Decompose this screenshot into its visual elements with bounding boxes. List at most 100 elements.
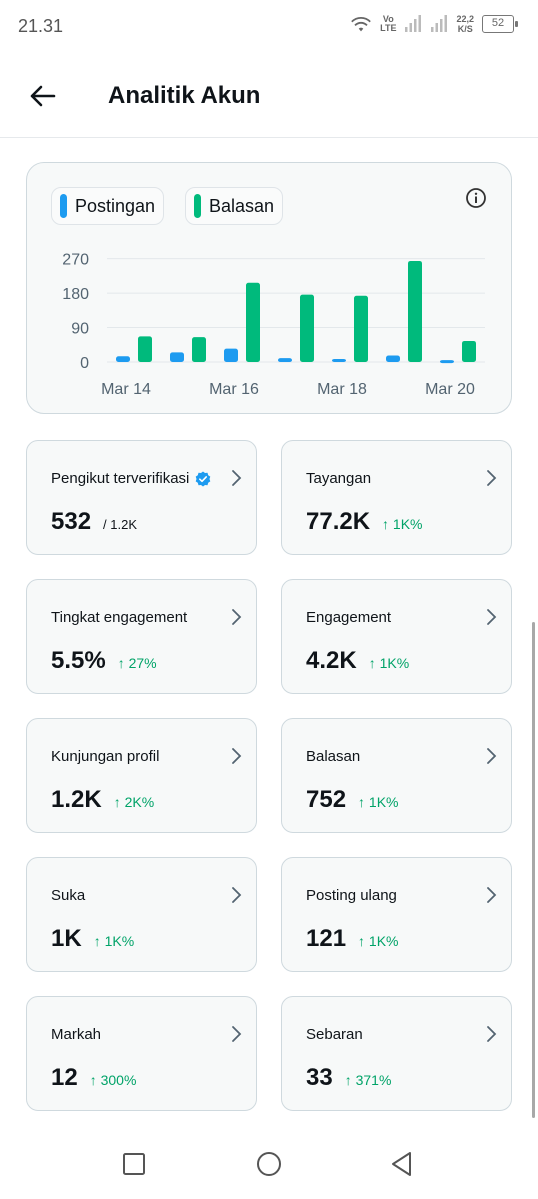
bar-chart: 0 90 180 270 Mar 14 Mar 16 Mar 18 Mar 20 [62,252,485,398]
home-icon[interactable] [255,1150,283,1178]
metric-change: ↑ 300% [89,1072,137,1088]
recent-apps-icon[interactable] [120,1150,148,1178]
bar-balasan-mar-15[interactable] [192,337,206,362]
metric-value-row: 33 ↑ 371% [306,1064,391,1092]
metric-value: 77.2K [306,508,371,535]
back-button[interactable] [22,76,62,116]
chevron-right-icon [487,887,497,903]
legend-label-balasan: Balasan [209,195,275,216]
bar-postingan-mar-19[interactable] [386,355,400,362]
chevron-right-icon [232,609,242,625]
signal-icon [405,15,422,32]
metric-value: 121 [306,925,347,952]
metric-change: ↑ 2K% [113,794,155,810]
bar-postingan-mar-20[interactable] [440,360,454,364]
system-nav-bar [0,1130,538,1199]
bar-postingan-mar-15[interactable] [170,352,184,362]
status-icons: Vo LTE 22,2 K/S 52 [350,14,518,34]
back-nav-icon[interactable] [388,1150,416,1178]
speed-value: 22,2 [456,14,474,24]
metric-change: ↑ 371% [344,1072,392,1088]
metric-card-impressions[interactable]: Tayangan 77.2K ↑ 1K% [281,440,512,555]
network-speed: 22,2 K/S [456,14,474,34]
bar-postingan-mar-14[interactable] [116,356,130,362]
metric-change: ↑ 1K% [93,933,135,949]
metric-value: 12 [51,1064,78,1091]
volte-top: Vo [382,14,394,24]
chevron-right-icon [232,748,242,764]
y-tick-label: 180 [62,286,89,303]
metric-label: Sebaran [306,1026,363,1043]
verified-badge-icon [196,471,211,486]
metric-value: 1.2K [51,786,102,813]
metric-value-row: 1K ↑ 1K% [51,925,134,953]
metric-card-profile-visits[interactable]: Kunjungan profil 1.2K ↑ 2K% [26,718,257,833]
y-tick-label: 270 [62,252,89,269]
metric-label: Engagement [306,609,392,626]
metric-change: ↑ 1K% [382,516,423,532]
bar-balasan-mar-17[interactable] [300,294,314,362]
y-tick-label: 0 [80,355,89,372]
metric-card-bookmarks[interactable]: Markah 12 ↑ 300% [26,996,257,1111]
bar-balasan-mar-18[interactable] [354,295,368,362]
metric-label: Balasan [306,748,361,765]
speed-unit: K/S [457,24,473,34]
metric-value-row: 121 ↑ 1K% [306,925,399,953]
metric-value-row: 4.2K ↑ 1K% [306,647,409,675]
scrollbar[interactable] [532,622,535,1118]
metric-value: 33 [306,1064,333,1091]
metric-change: ↑ 27% [117,655,157,671]
volte-indicator: Vo LTE [380,15,396,33]
bar-balasan-mar-16[interactable] [246,282,260,362]
metric-change: ↑ 1K% [358,933,399,949]
metric-label: Pengikut terverifikasi [51,470,211,487]
signal-icon-2 [431,15,448,32]
metric-card-verified-followers[interactable]: Pengikut terverifikasi 532 / 1.2K [26,440,257,555]
bar-balasan-mar-20[interactable] [462,340,476,362]
chevron-right-icon [232,887,242,903]
chevron-right-icon [487,470,497,486]
metric-label: Kunjungan profil [51,748,160,765]
metric-card-engagements[interactable]: Engagement 4.2K ↑ 1K% [281,579,512,694]
metric-card-engagement-rate[interactable]: Tingkat engagement 5.5% ↑ 27% [26,579,257,694]
metric-value: 752 [306,786,347,813]
y-tick-label: 90 [71,321,89,338]
metric-card-replies[interactable]: Balasan 752 ↑ 1K% [281,718,512,833]
metric-value-row: 77.2K ↑ 1K% [306,508,423,536]
metric-label: Posting ulang [306,887,397,904]
metric-card-likes[interactable]: Suka 1K ↑ 1K% [26,857,257,972]
x-tick-label: Mar 14 [101,381,151,398]
metric-label: Tingkat engagement [51,609,188,626]
metric-value-row: 1.2K ↑ 2K% [51,786,154,814]
legend-balasan[interactable]: Balasan [185,187,284,225]
metric-value: 5.5% [51,647,106,674]
metric-label-text: Pengikut terverifikasi [51,470,190,487]
legend-postingan[interactable]: Postingan [51,187,165,225]
bar-postingan-mar-18[interactable] [332,358,346,362]
legend-swatch-postingan [60,194,67,218]
metric-value-row: 532 / 1.2K [51,508,137,536]
arrow-left-icon [30,85,56,107]
status-time: 21.31 [18,16,64,36]
metric-card-reposts[interactable]: Posting ulang 121 ↑ 1K% [281,857,512,972]
header: Analitik Akun [0,54,538,138]
metric-value-row: 12 ↑ 300% [51,1064,136,1092]
chevron-right-icon [232,1026,242,1042]
info-icon[interactable] [465,187,487,209]
battery-icon: 52 [482,15,518,33]
legend-label-postingan: Postingan [75,195,156,216]
metric-card-shares[interactable]: Sebaran 33 ↑ 371% [281,996,512,1111]
metric-value: 1K [51,925,82,952]
bar-postingan-mar-16[interactable] [224,348,238,362]
bar-balasan-mar-14[interactable] [138,336,152,362]
metric-label: Suka [51,887,86,904]
metric-sub: / 1.2K [103,517,138,532]
metric-label: Tayangan [306,470,372,487]
metric-change: ↑ 1K% [368,655,410,671]
bar-postingan-mar-17[interactable] [278,358,292,362]
page-title: Analitik Akun [108,82,261,109]
metric-value-row: 5.5% ↑ 27% [51,647,157,675]
metric-label: Markah [51,1026,102,1043]
bar-balasan-mar-19[interactable] [408,260,422,362]
metric-value-row: 752 ↑ 1K% [306,786,399,814]
